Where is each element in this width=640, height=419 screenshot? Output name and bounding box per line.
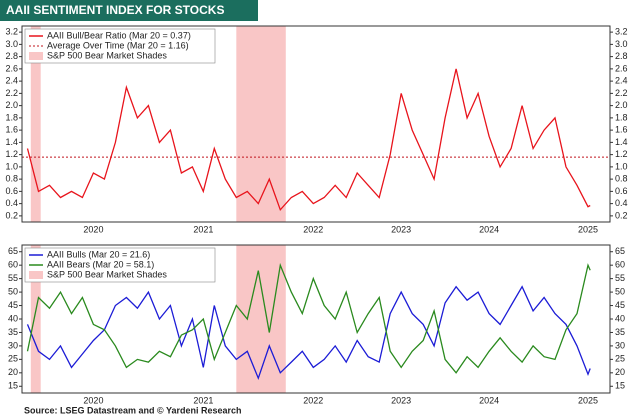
y2-tick-label: 0.2 [615,210,628,220]
x-tick-label: 2021 [193,395,213,405]
y-tick-label: 30 [8,340,18,350]
y-tick-label: 40 [8,313,18,323]
x-tick-label: 2025 [578,395,598,405]
legend-label: Average Over Time (Mar 20 = 1.16) [47,40,189,50]
legend-label: S&P 500 Bear Market Shades [47,50,167,60]
y2-tick-label: 2.0 [615,100,628,110]
y-tick-label: 1.4 [5,137,18,147]
y2-tick-label: 1.0 [615,161,628,171]
header-title: AAII SENTIMENT INDEX FOR STOCKS [6,3,224,17]
x-tick-label: 2024 [479,395,499,405]
y2-tick-label: 65 [615,246,625,256]
y-tick-label: 2.4 [5,76,18,86]
x-tick-label: 2024 [479,224,499,234]
x-tick-label: 2023 [391,224,411,234]
bear-market-shade [30,245,41,393]
y-tick-label: 55 [8,273,18,283]
y2-tick-label: 2.8 [615,51,628,61]
series-line [26,68,591,212]
plot-frame [21,25,611,223]
legend-label: AAII Bulls (Mar 20 = 21.6) [47,249,150,259]
y2-tick-label: 30 [615,340,625,350]
y-tick-label: 1.6 [5,125,18,135]
x-tick-label: 2021 [193,224,213,234]
y-tick-label: 15 [8,381,18,391]
legend-swatch [29,271,43,279]
x-tick-label: 2022 [303,224,323,234]
y2-tick-label: 60 [615,260,625,270]
y-tick-label: 2.6 [5,63,18,73]
y2-tick-label: 3.2 [615,27,628,37]
x-tick-label: 2020 [83,224,103,234]
y2-tick-label: 35 [615,327,625,337]
y2-tick-label: 45 [615,300,625,310]
y-tick-label: 35 [8,327,18,337]
y-tick-label: 1.0 [5,161,18,171]
y-tick-label: 45 [8,300,18,310]
y2-tick-label: 15 [615,381,625,391]
y-tick-label: 0.8 [5,174,18,184]
y2-tick-label: 0.8 [615,174,628,184]
source-note: Source: LSEG Datastream and © Yardeni Re… [24,405,242,415]
y2-tick-label: 25 [615,354,625,364]
header-box [0,0,258,21]
y-tick-label: 60 [8,260,18,270]
x-tick-label: 2020 [83,395,103,405]
legend-label: S&P 500 Bear Market Shades [47,269,167,279]
y-tick-label: 20 [8,367,18,377]
y2-tick-label: 55 [615,273,625,283]
y-tick-label: 65 [8,246,18,256]
x-tick-label: 2022 [303,395,323,405]
y-tick-label: 2.2 [5,88,18,98]
y-tick-label: 3.2 [5,27,18,37]
legend-label: AAII Bull/Bear Ratio (Mar 20 = 0.37) [47,30,191,40]
y2-tick-label: 1.6 [615,125,628,135]
y-tick-label: 0.2 [5,210,18,220]
y-tick-label: 0.6 [5,186,18,196]
bear-market-shade [30,26,41,222]
series-line [26,285,591,381]
y2-tick-label: 1.4 [615,137,628,147]
y-tick-label: 3.0 [5,39,18,49]
y2-tick-label: 50 [615,286,625,296]
y2-tick-label: 2.4 [615,76,628,86]
y2-tick-label: 0.6 [615,186,628,196]
y-tick-label: 2.0 [5,100,18,110]
y-tick-label: 50 [8,286,18,296]
y-tick-label: 1.2 [5,149,18,159]
legend-label: AAII Bears (Mar 20 = 58.1) [47,259,154,269]
y2-tick-label: 1.2 [615,149,628,159]
legend-box [24,247,216,283]
legend-box [24,28,216,64]
y-tick-label: 25 [8,354,18,364]
x-tick-label: 2023 [391,395,411,405]
y-tick-label: 2.8 [5,51,18,61]
y2-tick-label: 2.2 [615,88,628,98]
y-tick-label: 0.4 [5,198,18,208]
x-tick-label: 2025 [578,224,598,234]
series-line [26,262,591,374]
plot-frame [21,244,611,394]
y-tick-label: 1.8 [5,112,18,122]
y2-tick-label: 3.0 [615,39,628,49]
y2-tick-label: 1.8 [615,112,628,122]
y2-tick-label: 2.6 [615,63,628,73]
y2-tick-label: 40 [615,313,625,323]
bear-market-shade [236,26,286,222]
legend-swatch [29,52,43,60]
y2-tick-label: 20 [615,367,625,377]
y2-tick-label: 0.4 [615,198,628,208]
